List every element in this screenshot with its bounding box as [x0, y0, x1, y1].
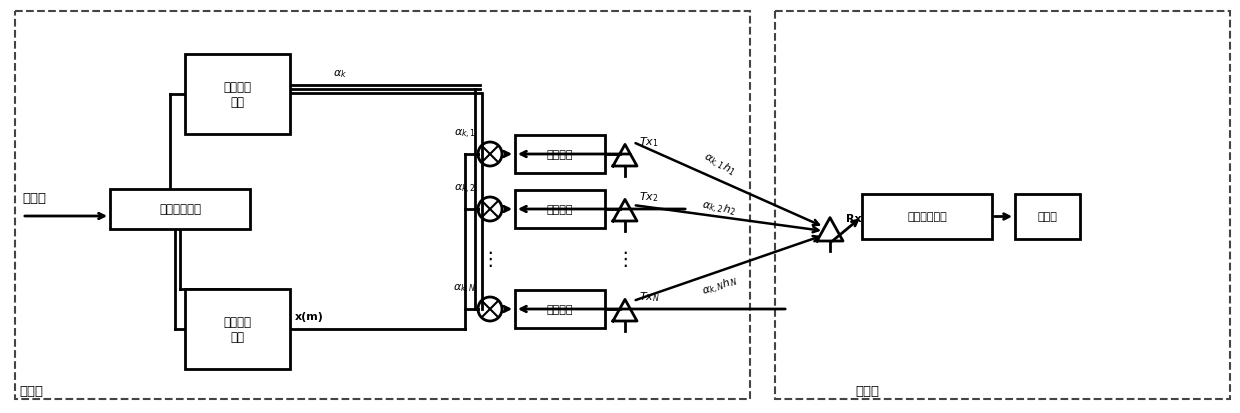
Text: 信息流: 信息流 — [22, 192, 46, 204]
Bar — [185, 55, 290, 135]
Text: $Tx_N$: $Tx_N$ — [639, 289, 660, 303]
Text: $Tx_1$: $Tx_1$ — [639, 135, 658, 148]
Text: $\alpha_{k,2}h_2$: $\alpha_{k,2}h_2$ — [701, 197, 737, 219]
Text: $\alpha_{k,1}h_1$: $\alpha_{k,1}h_1$ — [701, 149, 738, 179]
Text: 信道估计单元: 信道估计单元 — [908, 212, 947, 222]
Text: ⋮: ⋮ — [480, 250, 500, 269]
Text: 符号调制
单元: 符号调制 单元 — [223, 315, 252, 343]
Text: Rx: Rx — [846, 214, 862, 223]
Text: 串并变换单元: 串并变换单元 — [159, 203, 201, 216]
Text: $\alpha_{k,2}$: $\alpha_{k,2}$ — [454, 183, 476, 195]
Bar — [1016, 195, 1080, 240]
Bar — [515, 290, 605, 328]
Text: $\alpha_{k,N}$: $\alpha_{k,N}$ — [453, 282, 476, 295]
Text: 上变频器: 上变频器 — [547, 204, 573, 214]
Bar — [185, 289, 290, 369]
Text: ⋮: ⋮ — [615, 250, 635, 269]
Bar — [775, 12, 1230, 399]
Bar — [515, 190, 605, 228]
Text: 上变频器: 上变频器 — [547, 304, 573, 314]
Text: $\alpha_{k,1}$: $\alpha_{k,1}$ — [454, 128, 476, 141]
Bar — [15, 12, 750, 399]
Text: 接收机: 接收机 — [856, 384, 879, 397]
Text: 模式选择
单元: 模式选择 单元 — [223, 81, 252, 109]
Text: $Tx_2$: $Tx_2$ — [639, 190, 658, 203]
Text: $\alpha_{k,N}h_N$: $\alpha_{k,N}h_N$ — [701, 273, 739, 299]
Text: 解调器: 解调器 — [1038, 212, 1058, 222]
Text: $\alpha_k$: $\alpha_k$ — [334, 68, 347, 80]
Bar — [110, 190, 250, 230]
Bar — [515, 136, 605, 173]
Bar — [862, 195, 992, 240]
Text: 上变频器: 上变频器 — [547, 150, 573, 159]
Text: 发射机: 发射机 — [19, 384, 43, 397]
Text: x(m): x(m) — [295, 311, 324, 321]
